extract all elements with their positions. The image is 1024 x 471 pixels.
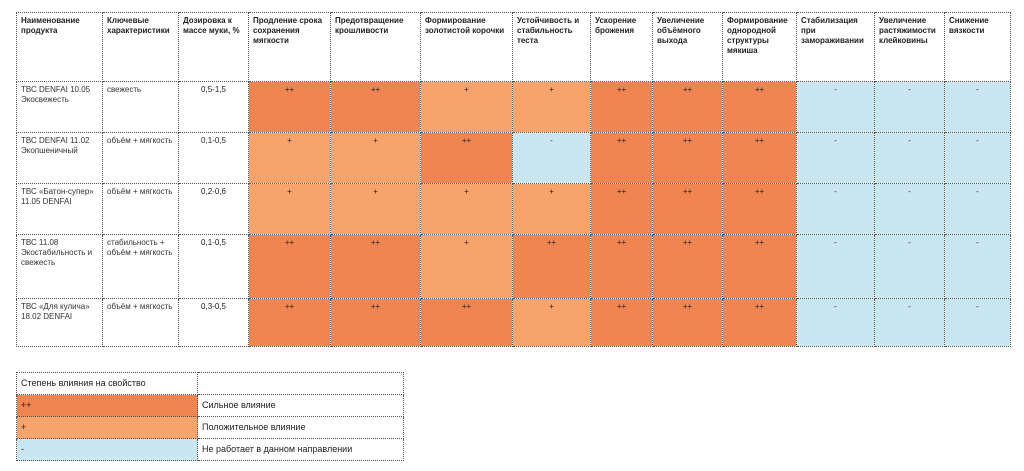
product-name-cell: ТВС DENFAI 10.05 Экосвежесть bbox=[16, 81, 103, 133]
effect-cell: - bbox=[796, 81, 875, 133]
effect-cell: ++ bbox=[652, 132, 723, 184]
effect-cell: ++ bbox=[722, 81, 797, 133]
legend-title-row: Степень влияния на свойство bbox=[16, 372, 404, 395]
column-header: Предотвращение крошливости bbox=[330, 12, 421, 82]
table-row: ТВС «Батон-супер» 11.05 DENFAI объём + мя… bbox=[16, 183, 1011, 235]
legend-row: + Положительное влияние bbox=[16, 416, 404, 439]
effect-cell: - bbox=[944, 81, 1011, 133]
effect-cell: ++ bbox=[330, 298, 421, 347]
effect-cell: ++ bbox=[420, 298, 513, 347]
product-name-cell: ТВС «Для кулича» 18.02 DENFAI bbox=[16, 298, 103, 347]
effect-cell: ++ bbox=[722, 132, 797, 184]
effect-cell: ++ bbox=[722, 234, 797, 299]
effect-cell: ++ bbox=[652, 298, 723, 347]
column-header: Ключевые характеристики bbox=[102, 12, 179, 82]
column-header: Увеличение растяжимости клейковины bbox=[874, 12, 945, 82]
table-body: ТВС DENFAI 10.05 Экосвежесть свежесть 0,5-… bbox=[16, 81, 1011, 347]
product-name-cell: ТВС 11.08 Экостабильность и свежесть bbox=[16, 234, 103, 299]
table-row: ТВС «Для кулича» 18.02 DENFAI объём + мяг… bbox=[16, 298, 1011, 347]
legend-title: Степень влияния на свойство bbox=[16, 372, 198, 395]
column-header: Продление срока сохранения мягкости bbox=[248, 12, 331, 82]
effect-cell: ++ bbox=[512, 234, 591, 299]
legend-title-empty-cell bbox=[197, 372, 404, 395]
effect-cell: ++ bbox=[590, 298, 653, 347]
effect-cell: - bbox=[796, 234, 875, 299]
table-row: ТВС DENFAI 10.05 Экосвежесть свежесть 0,5-… bbox=[16, 81, 1011, 133]
effect-cell: - bbox=[944, 298, 1011, 347]
effect-cell: ++ bbox=[590, 132, 653, 184]
effect-cell: ++ bbox=[652, 81, 723, 133]
dosage-cell: 0,5-1,5 bbox=[178, 81, 249, 133]
column-header: Формирование однородной структуры мякиша bbox=[722, 12, 797, 82]
effect-cell: ++ bbox=[652, 234, 723, 299]
legend-table: Степень влияния на свойство ++ Сильное вл… bbox=[16, 372, 404, 461]
dosage-cell: 0,1-0,5 bbox=[178, 132, 249, 184]
effect-cell: + bbox=[420, 234, 513, 299]
characteristics-cell: объём + мягкость bbox=[102, 298, 179, 347]
dosage-cell: 0,3-0,5 bbox=[178, 298, 249, 347]
legend-row: ++ Сильное влияние bbox=[16, 394, 404, 417]
column-header: Снижение вязкости bbox=[944, 12, 1011, 82]
effect-cell: ++ bbox=[722, 183, 797, 235]
legend-swatch: + bbox=[16, 416, 198, 439]
effect-cell: + bbox=[330, 183, 421, 235]
effect-cell: ++ bbox=[590, 183, 653, 235]
characteristics-cell: объём + мягкость bbox=[102, 183, 179, 235]
effect-cell: - bbox=[944, 132, 1011, 184]
column-header: Устойчивость и стабильность теста bbox=[512, 12, 591, 82]
legend-label: Сильное влияние bbox=[197, 394, 404, 417]
effect-cell: + bbox=[330, 132, 421, 184]
effect-cell: ++ bbox=[248, 234, 331, 299]
column-header: Стабилизация при замораживании bbox=[796, 12, 875, 82]
effect-cell: + bbox=[420, 183, 513, 235]
legend-label: Не работает в данном направлении bbox=[197, 438, 404, 461]
effect-cell: - bbox=[874, 183, 945, 235]
product-effects-table: Наименование продукта Ключевые характерис… bbox=[16, 12, 1011, 347]
dosage-cell: 0,1-0,5 bbox=[178, 234, 249, 299]
effect-cell: + bbox=[248, 132, 331, 184]
effect-cell: - bbox=[944, 234, 1011, 299]
product-name-cell: ТВС DENFAI 11.02 Экопшеничный bbox=[16, 132, 103, 184]
effect-cell: ++ bbox=[248, 81, 331, 133]
table-row: ТВС DENFAI 11.02 Экопшеничный объём + мяг… bbox=[16, 132, 1011, 184]
effect-cell: - bbox=[874, 298, 945, 347]
table-row: ТВС 11.08 Экостабильность и свежесть стаб… bbox=[16, 234, 1011, 299]
effect-cell: - bbox=[796, 183, 875, 235]
effect-cell: + bbox=[248, 183, 331, 235]
characteristics-cell: объём + мягкость bbox=[102, 132, 179, 184]
product-name-cell: ТВС «Батон-супер» 11.05 DENFAI bbox=[16, 183, 103, 235]
legend-label: Положительное влияние bbox=[197, 416, 404, 439]
column-header: Увеличение объёмного выхода bbox=[652, 12, 723, 82]
legend-swatch: ++ bbox=[16, 394, 198, 417]
legend-row: - Не работает в данном направлении bbox=[16, 438, 404, 461]
effect-cell: - bbox=[874, 132, 945, 184]
effect-cell: ++ bbox=[722, 298, 797, 347]
column-header: Формирование золотистой корочки bbox=[420, 12, 513, 82]
effect-cell: - bbox=[944, 183, 1011, 235]
characteristics-cell: свежесть bbox=[102, 81, 179, 133]
legend-swatch: - bbox=[16, 438, 198, 461]
effect-cell: - bbox=[796, 298, 875, 347]
effect-cell: + bbox=[420, 81, 513, 133]
effect-cell: ++ bbox=[248, 298, 331, 347]
effect-cell: - bbox=[512, 132, 591, 184]
effect-cell: ++ bbox=[420, 132, 513, 184]
column-header: Дозировка к массе муки, % bbox=[178, 12, 249, 82]
effect-cell: ++ bbox=[590, 234, 653, 299]
dosage-cell: 0,2-0,6 bbox=[178, 183, 249, 235]
characteristics-cell: стабильность + объём + мягкость bbox=[102, 234, 179, 299]
column-header: Ускорение брожения bbox=[590, 12, 653, 82]
effect-cell: - bbox=[796, 132, 875, 184]
column-header: Наименование продукта bbox=[16, 12, 103, 82]
effect-cell: ++ bbox=[330, 234, 421, 299]
effect-cell: ++ bbox=[330, 81, 421, 133]
effect-cell: - bbox=[874, 81, 945, 133]
effect-cell: + bbox=[512, 81, 591, 133]
effect-cell: ++ bbox=[652, 183, 723, 235]
effect-cell: ++ bbox=[590, 81, 653, 133]
table-header-row: Наименование продукта Ключевые характерис… bbox=[16, 12, 1011, 82]
effect-cell: + bbox=[512, 183, 591, 235]
effect-cell: + bbox=[512, 298, 591, 347]
effect-cell: - bbox=[874, 234, 945, 299]
